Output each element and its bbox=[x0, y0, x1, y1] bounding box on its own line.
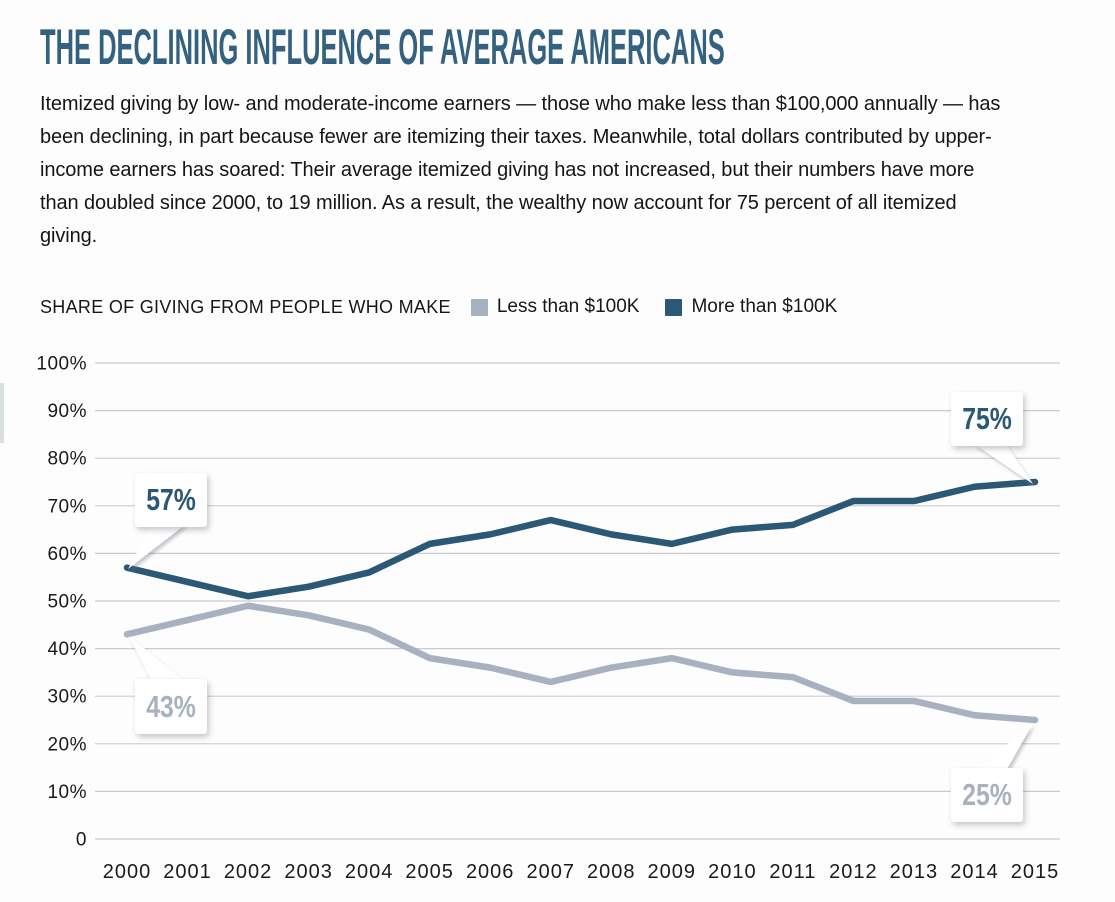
left-edge-artifact bbox=[0, 383, 4, 443]
x-label-2012: 2012 bbox=[829, 861, 878, 883]
callout-less-100k-2000: 43% bbox=[135, 679, 207, 734]
ytick-label-10: 10% bbox=[47, 782, 87, 803]
legend: SHARE OF GIVING FROM PEOPLE WHO MAKE Les… bbox=[40, 296, 863, 318]
x-label-2000: 2000 bbox=[103, 861, 152, 883]
series-line-more-than-100k bbox=[123, 478, 1039, 600]
callout-more-100k-2000: 57% bbox=[135, 473, 207, 527]
callout-less-100k-2015: 25% bbox=[951, 768, 1023, 822]
ytick-label-40: 40% bbox=[47, 639, 87, 660]
x-label-2008: 2008 bbox=[587, 861, 636, 883]
x-label-2006: 2006 bbox=[466, 861, 515, 883]
x-label-2003: 2003 bbox=[284, 861, 333, 883]
series-line-less-than-100k bbox=[123, 602, 1039, 724]
x-label-2009: 2009 bbox=[648, 861, 697, 883]
legend-label: SHARE OF GIVING FROM PEOPLE WHO MAKE bbox=[40, 296, 451, 317]
ytick-label-50: 50% bbox=[47, 592, 87, 613]
callout-value: 75% bbox=[962, 401, 1012, 436]
ytick-label-100: 100% bbox=[36, 354, 87, 375]
ytick-label-80: 80% bbox=[47, 449, 87, 470]
callout-more-100k-2015: 75% bbox=[951, 392, 1023, 446]
callout-value: 25% bbox=[962, 777, 1012, 812]
ytick-label-70: 70% bbox=[47, 496, 87, 517]
x-label-2014: 2014 bbox=[950, 861, 999, 883]
legend-item-more-than-100k: More than $100K bbox=[665, 296, 837, 318]
callout-tail-0 bbox=[128, 524, 186, 569]
legend-item-less-than-100k: Less than $100K bbox=[470, 296, 640, 318]
callout-tail-3 bbox=[974, 723, 1033, 771]
x-label-2013: 2013 bbox=[890, 861, 939, 883]
callout-tail-1 bbox=[129, 636, 186, 682]
ytick-label-30: 30% bbox=[47, 687, 87, 708]
ytick-label-20: 20% bbox=[47, 734, 87, 755]
x-label-2010: 2010 bbox=[708, 861, 757, 883]
callout-tail-2 bbox=[974, 444, 1033, 484]
page-title: THE DECLINING INFLUENCE OF AVERAGE AMERI… bbox=[40, 19, 725, 75]
x-label-2007: 2007 bbox=[526, 861, 575, 883]
legend-swatch-less-than-100k bbox=[470, 298, 488, 316]
intro-paragraph: Itemized giving by low- and moderate-inc… bbox=[40, 93, 1001, 247]
ytick-label-60: 60% bbox=[47, 544, 87, 565]
x-label-2002: 2002 bbox=[224, 861, 273, 883]
x-label-2015: 2015 bbox=[1011, 861, 1060, 883]
x-label-2011: 2011 bbox=[769, 861, 816, 883]
x-label-2004: 2004 bbox=[345, 861, 394, 883]
callout-value: 43% bbox=[146, 688, 196, 724]
callout-value: 57% bbox=[146, 482, 196, 517]
ytick-label-90: 90% bbox=[47, 401, 87, 422]
legend-item-label: More than $100K bbox=[691, 296, 838, 317]
legend-swatch-more-than-100k bbox=[665, 298, 683, 316]
x-label-2001: 2001 bbox=[163, 861, 212, 883]
legend-item-label: Less than $100K bbox=[496, 296, 640, 317]
x-label-2005: 2005 bbox=[405, 861, 454, 883]
ytick-label-0: 0 bbox=[76, 830, 87, 851]
